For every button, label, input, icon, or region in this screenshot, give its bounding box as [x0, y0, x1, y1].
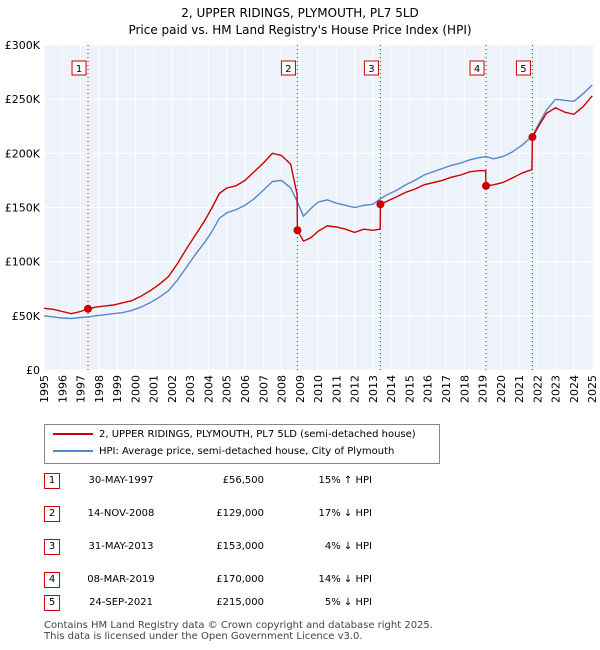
y-tick-label: £300K — [5, 39, 41, 52]
sale-date: 14-NOV-2008 — [87, 508, 155, 519]
sale-number-badge: 3 — [44, 539, 60, 555]
sale-point — [528, 133, 537, 142]
x-tick-label: 2020 — [495, 375, 508, 403]
sale-marker-number: 1 — [76, 64, 82, 75]
x-tick-label: 2025 — [586, 375, 599, 403]
hpi-line — [43, 84, 593, 320]
y-tick-label: £150K — [5, 202, 41, 215]
x-tick-label: 1996 — [56, 375, 69, 403]
sale-price: £215,000 — [216, 597, 264, 608]
sale-marker-box — [280, 60, 296, 76]
sale-hpi-diff: 17% ↓ HPI — [318, 508, 372, 519]
chart-subtitle: Price paid vs. HM Land Registry's House … — [128, 23, 472, 37]
x-tick-label: 1999 — [111, 375, 124, 403]
x-tick-label: 2013 — [367, 375, 380, 403]
sale-point — [293, 226, 302, 235]
sale-date: 08-MAR-2019 — [87, 574, 155, 585]
price-chart: £0 £50K £100K £150K £200K £250K £300K 1995 1996 1… — [5, 39, 599, 403]
sale-price: £129,000 — [216, 508, 264, 519]
x-tick-label: 2011 — [330, 375, 343, 403]
legend-label-hpi: HPI: Average price, semi-detached house,… — [99, 446, 395, 457]
property-price-line — [43, 95, 593, 315]
sale-hpi-diff: 5% ↓ HPI — [324, 597, 372, 608]
sale-date: 24-SEP-2021 — [89, 597, 153, 608]
x-tick-label: 2000 — [129, 375, 142, 403]
x-tick-label: 1997 — [75, 375, 88, 403]
sale-marker-box — [515, 60, 531, 76]
x-tick-label: 2019 — [477, 375, 490, 403]
y-tick-label: £250K — [5, 93, 41, 106]
sale-marker-number: 2 — [285, 64, 291, 75]
legend-item-hpi: HPI: Average price, semi-detached house,… — [53, 444, 394, 460]
y-tick-label: £100K — [5, 256, 41, 269]
x-tick-label: 2018 — [458, 375, 471, 403]
footer-copyright: Contains HM Land Registry data © Crown c… — [44, 620, 433, 631]
sale-point — [482, 181, 491, 190]
sale-date: 31-MAY-2013 — [88, 541, 154, 552]
x-tick-label: 2014 — [385, 375, 398, 403]
sale-marker-number: 3 — [368, 64, 374, 75]
x-tick-label: 2007 — [257, 375, 270, 403]
sale-point — [84, 304, 93, 313]
x-tick-label: 1998 — [93, 375, 106, 403]
x-tick-label: 2022 — [531, 375, 544, 403]
sale-hpi-diff: 14% ↓ HPI — [318, 574, 372, 585]
sale-price: £56,500 — [222, 475, 264, 486]
x-tick-label: 2016 — [422, 375, 435, 403]
sale-marker-box — [363, 60, 379, 76]
sale-number-badge: 1 — [44, 473, 60, 489]
x-tick-label: 2008 — [276, 375, 289, 403]
sale-price: £170,000 — [216, 574, 264, 585]
x-tick-label: 2006 — [239, 375, 252, 403]
sale-price: £153,000 — [216, 541, 264, 552]
chart-legend: 2, UPPER RIDINGS, PLYMOUTH, PL7 5LD (sem… — [44, 424, 440, 464]
sale-marker-number: 5 — [520, 64, 526, 75]
x-tick-label: 2010 — [312, 375, 325, 403]
sale-marker-box — [71, 60, 87, 76]
x-tick-label: 2002 — [166, 375, 179, 403]
sale-marker-box — [469, 60, 485, 76]
sale-point — [376, 200, 385, 209]
sale-hpi-diff: 15% ↑ HPI — [318, 475, 372, 486]
sale-hpi-diff: 4% ↓ HPI — [324, 541, 372, 552]
x-tick-label: 2001 — [148, 375, 161, 403]
x-tick-label: 2015 — [403, 375, 416, 403]
x-tick-label: 2003 — [184, 375, 197, 403]
x-tick-label: 1995 — [38, 375, 51, 403]
x-tick-label: 2024 — [568, 375, 581, 403]
x-tick-label: 2023 — [550, 375, 563, 403]
legend-item-property: 2, UPPER RIDINGS, PLYMOUTH, PL7 5LD (sem… — [53, 427, 416, 443]
legend-swatch-property — [53, 433, 93, 435]
sale-number-badge: 5 — [44, 595, 60, 611]
x-tick-label: 2004 — [202, 375, 215, 403]
x-tick-label: 2005 — [221, 375, 234, 403]
y-tick-label: £50K — [12, 310, 41, 323]
footer-licence: This data is licensed under the Open Gov… — [44, 631, 363, 642]
x-tick-label: 2009 — [294, 375, 307, 403]
x-tick-label: 2021 — [513, 375, 526, 403]
sale-number-badge: 2 — [44, 506, 60, 522]
y-tick-label: £0 — [26, 364, 40, 377]
y-tick-label: £200K — [5, 147, 41, 160]
chart-title: 2, UPPER RIDINGS, PLYMOUTH, PL7 5LD — [181, 6, 419, 20]
sale-number-badge: 4 — [44, 572, 60, 588]
sale-date: 30-MAY-1997 — [88, 475, 154, 486]
legend-swatch-hpi — [53, 450, 93, 452]
sale-marker-number: 4 — [474, 64, 480, 75]
x-tick-label: 2017 — [440, 375, 453, 403]
legend-label-property: 2, UPPER RIDINGS, PLYMOUTH, PL7 5LD (sem… — [99, 429, 416, 440]
x-tick-label: 2012 — [349, 375, 362, 403]
